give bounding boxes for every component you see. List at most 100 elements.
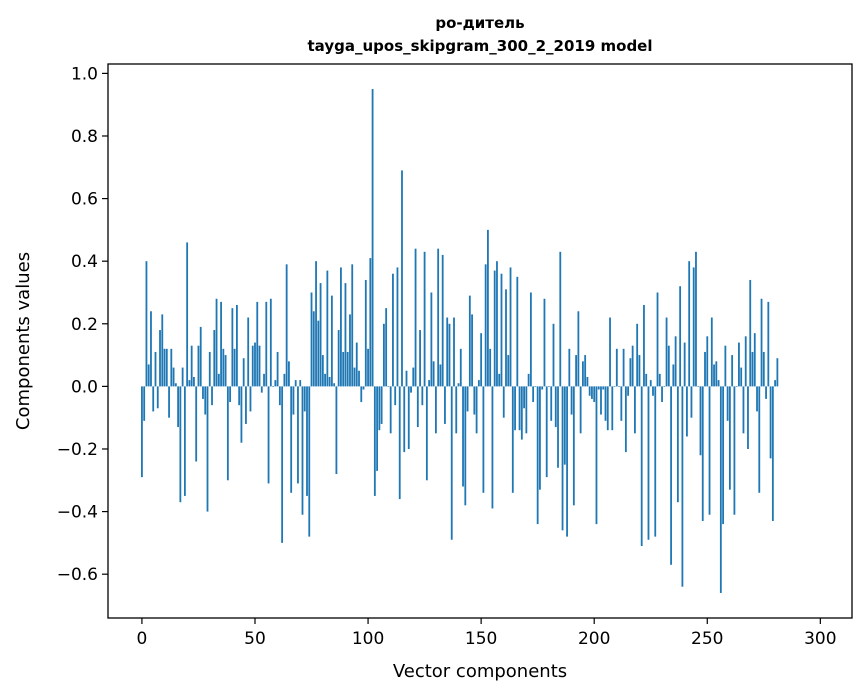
bar [615,348,618,387]
bar [525,386,528,434]
bar [647,386,650,540]
bar [333,383,336,387]
bar [704,351,706,387]
bar [215,298,218,387]
bar [376,386,379,471]
bar [195,386,198,462]
bar [382,323,385,387]
bar [290,386,293,493]
bar [172,367,175,387]
x-tick-label: 0 [137,629,148,649]
bar [159,330,161,387]
bar [765,386,767,399]
bar [661,386,663,403]
bar [328,376,331,387]
bar [355,342,358,387]
bar [251,345,254,387]
bar [147,364,150,387]
bar [233,348,236,387]
bar [163,348,166,387]
bar [534,386,537,387]
x-tick-label: 150 [465,629,497,649]
bar [466,386,469,412]
bar [468,295,471,387]
bar [317,320,320,387]
bar [410,386,412,393]
bar [509,267,512,387]
x-tick-label: 300 [804,629,836,649]
bar [561,386,564,531]
bar [751,351,754,387]
bar [539,386,541,490]
bar [236,305,238,387]
bar [742,386,745,434]
bar [421,386,424,406]
bar [624,386,627,453]
bar [559,251,562,387]
bar [672,364,675,387]
bar [676,386,679,503]
bar [643,305,645,387]
bar [708,386,711,515]
bar [692,267,695,387]
bar [767,301,770,387]
bar [654,386,657,537]
bar [545,386,548,478]
bar [611,386,614,431]
y-tick-label: 0.6 [71,190,98,210]
bar [550,386,553,421]
bar [145,261,148,387]
bar [575,355,578,387]
bar [455,386,458,434]
bar [310,292,313,387]
bar [719,386,722,593]
bar [249,386,252,412]
bar [634,386,636,434]
bar [710,317,713,387]
bar [577,311,580,387]
bar [394,386,397,406]
bar [371,89,374,387]
bar [572,386,575,506]
y-tick-label: 0.0 [71,377,98,397]
bar [453,317,455,387]
bar [728,386,731,490]
bar [570,386,573,415]
bar [665,317,668,387]
bar [222,348,225,387]
bar [308,386,311,537]
bar [500,273,503,387]
bar [604,386,607,421]
bar [695,251,697,387]
bar [613,386,616,387]
bar [217,373,220,387]
bar [636,323,639,387]
chart-title-line2: tayga_upos_skipgram_300_2_2019 model [308,37,653,55]
bar [294,380,297,387]
bar [532,386,535,403]
bar [688,261,691,387]
bar [190,345,193,387]
bar [493,270,496,387]
bar-series [141,89,779,593]
bar [667,345,670,387]
bar [568,348,571,387]
bar [724,345,727,387]
bar [663,386,666,387]
x-axis-ticks: 0 50 100 150 200 250 300 [137,618,837,649]
bar [321,355,324,387]
bar [267,386,270,484]
bar [283,373,286,387]
bar [477,380,480,387]
bar [303,386,306,412]
bar [446,317,449,387]
bar [416,386,419,428]
bar [337,330,340,387]
bar [450,386,453,540]
bar [432,361,435,387]
bar [701,386,704,521]
bar [380,386,383,424]
bar [306,386,308,496]
bar [548,386,550,387]
bar [412,367,415,387]
